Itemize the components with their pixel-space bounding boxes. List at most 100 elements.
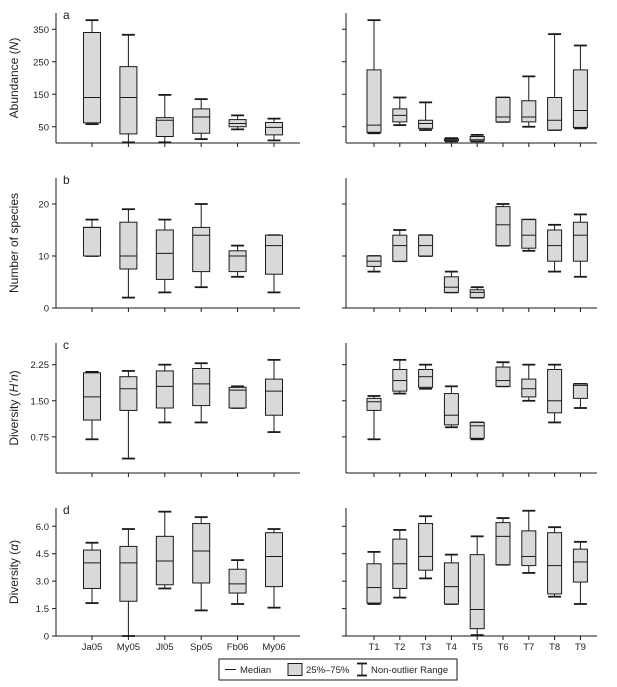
box-T5 (469, 535, 485, 636)
y-tick-label: 2.25 (31, 360, 50, 371)
box-T5 (469, 286, 485, 299)
y-axis-label: Number of species (7, 193, 21, 293)
y-axis-label: Diversity (α) (7, 540, 21, 604)
legend-frame (218, 658, 458, 681)
iqr-box (366, 563, 382, 604)
iqr-box (572, 548, 588, 583)
iqr-box (265, 378, 283, 416)
panel-letter: d (63, 503, 70, 517)
subplot-right (342, 13, 597, 147)
iqr-box (392, 234, 408, 262)
iqr-box (265, 532, 283, 588)
x-tick-label: T6 (497, 642, 508, 653)
panel-a: a Abundance (N) 50 150 250 350 (7, 8, 597, 147)
iqr-box (83, 32, 101, 124)
iqr-box (192, 226, 211, 273)
y-axis-label: Diversity (H’n) (7, 370, 21, 445)
box-Jl05 (155, 363, 174, 424)
y-tick-label: 50 (38, 122, 49, 133)
y-tick-label: 3.0 (36, 577, 49, 588)
legend-median-label: Median (240, 665, 271, 676)
box-T6 (495, 517, 511, 566)
box-T2 (392, 529, 408, 599)
panel-letter: c (63, 338, 69, 352)
box-T4 (443, 137, 459, 143)
y-tick-label: 20 (38, 200, 49, 211)
box-Fb06 (228, 559, 247, 605)
box-T6 (495, 203, 511, 247)
box-T9 (572, 213, 588, 278)
subplot-left: 0 10 20 (38, 178, 300, 315)
panel-letter: a (63, 8, 70, 22)
iqr-box (469, 289, 485, 299)
iqr-box (366, 397, 382, 411)
y-tick-label: 10 (38, 252, 49, 263)
box-T8 (547, 33, 563, 131)
legend-box-swatch (287, 663, 303, 676)
iqr-box (418, 119, 434, 129)
iqr-box (469, 421, 485, 439)
box-Jl05 (155, 218, 174, 294)
box-Fb06 (228, 244, 247, 278)
x-tick-label: T8 (549, 642, 560, 653)
box-My06 (265, 117, 283, 142)
box-Ja05 (83, 370, 101, 441)
iqr-box (228, 568, 247, 594)
box-T1 (366, 255, 382, 273)
box-T1 (366, 19, 382, 135)
box-T3 (418, 515, 434, 580)
y-tick-label: 150 (33, 90, 49, 101)
x-tick-label: T3 (420, 642, 431, 653)
y-tick-label: 6.0 (36, 522, 49, 533)
x-tick-label: Ja05 (82, 642, 103, 653)
iqr-box (366, 69, 382, 133)
x-tick-label: T9 (575, 642, 586, 653)
iqr-box (83, 226, 101, 257)
legend-box-label: 25%–75% (306, 665, 350, 676)
iqr-box (495, 366, 511, 387)
box-Ja05 (83, 19, 101, 126)
box-Fb06 (228, 385, 247, 409)
iqr-box (547, 532, 563, 595)
box-T1 (366, 395, 382, 441)
iqr-box (265, 234, 283, 275)
iqr-box (547, 368, 563, 414)
box-T8 (547, 223, 563, 273)
box-T7 (521, 509, 537, 574)
y-tick-label: 4.5 (36, 549, 49, 560)
box-Ja05 (83, 218, 101, 257)
box-Sp05 (192, 98, 211, 141)
box-My06 (265, 528, 283, 609)
iqr-box (119, 66, 138, 135)
box-T9 (572, 383, 588, 409)
box-T1 (366, 550, 382, 605)
x-tick-label: My05 (117, 642, 140, 653)
iqr-box (155, 229, 174, 280)
iqr-box (228, 250, 247, 273)
box-T4 (443, 385, 459, 429)
x-tick-label: T4 (446, 642, 457, 653)
iqr-box (83, 549, 101, 589)
x-tick-label: My06 (262, 642, 285, 653)
box-Ja05 (83, 541, 101, 604)
y-axis-label: Abundance (N) (7, 38, 21, 119)
panel-b: b Number of species 0 10 20 (7, 173, 597, 315)
box-T4 (443, 270, 459, 294)
box-My05 (119, 370, 138, 460)
subplot-right (342, 178, 597, 312)
y-tick-label: 250 (33, 57, 49, 68)
x-tick-label: T1 (368, 642, 379, 653)
iqr-box (443, 393, 459, 426)
iqr-box (572, 221, 588, 262)
iqr-box (443, 276, 459, 293)
iqr-box (572, 69, 588, 128)
iqr-box (495, 206, 511, 247)
iqr-box (443, 562, 459, 605)
box-Jl05 (155, 94, 174, 144)
subplot-left: 50 150 250 350 (33, 13, 300, 147)
box-My06 (265, 358, 283, 433)
box-T6 (495, 361, 511, 388)
box-T2 (392, 229, 408, 263)
panel-c: c Diversity (H’n) 0.75 1.50 2.25 (7, 338, 597, 477)
